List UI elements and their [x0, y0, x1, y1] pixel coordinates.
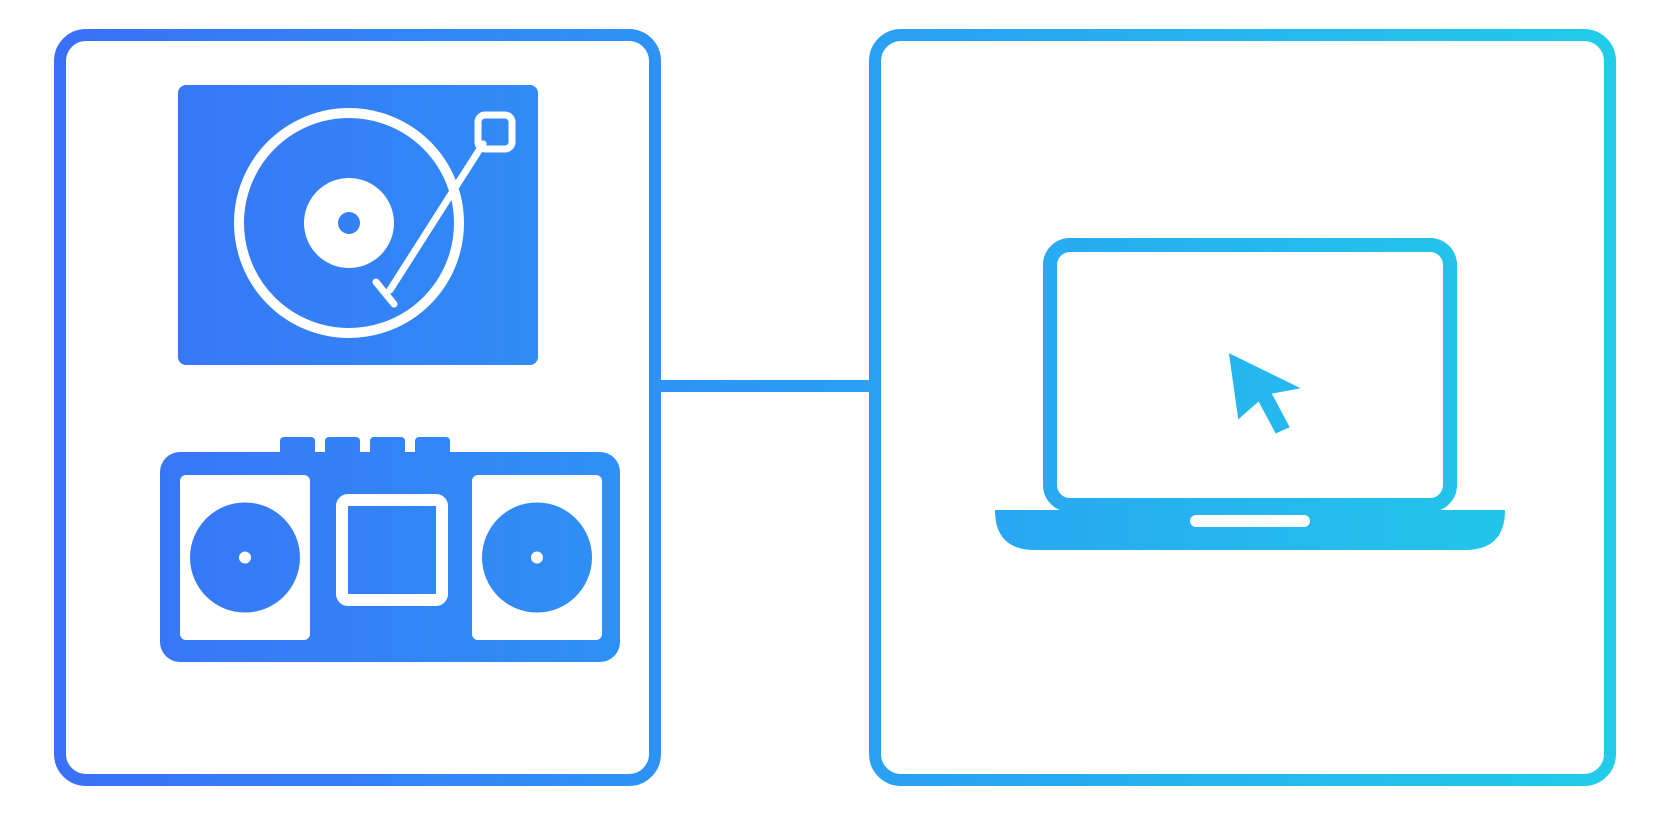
turntable-icon — [178, 85, 538, 365]
laptop-icon — [995, 245, 1505, 550]
cursor-icon — [1229, 353, 1301, 433]
diagram-svg — [0, 0, 1668, 817]
boombox-icon — [160, 437, 620, 662]
diagram-canvas — [0, 0, 1668, 817]
